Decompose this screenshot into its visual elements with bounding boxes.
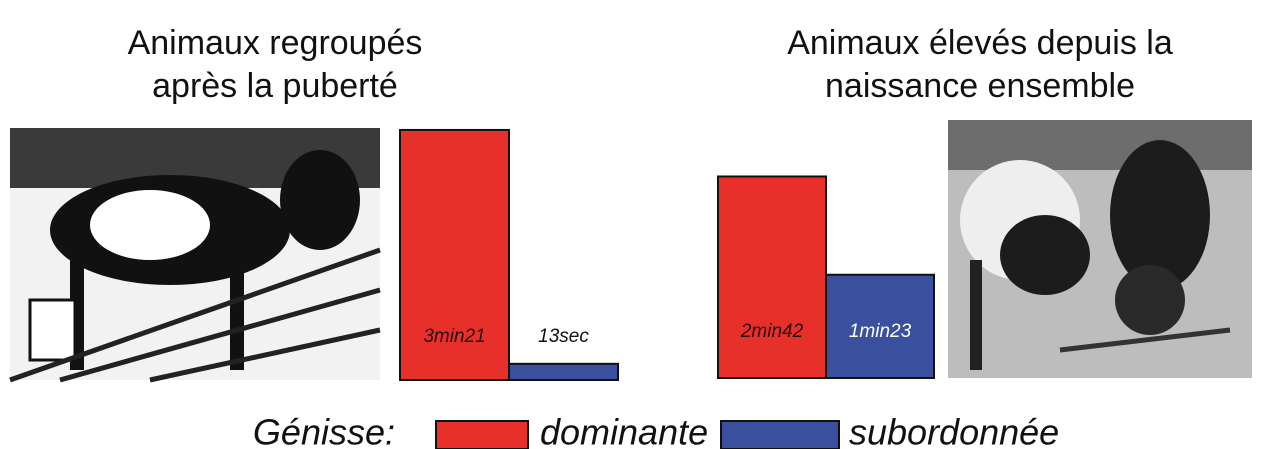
bar xyxy=(718,176,826,378)
chart-title: après la puberté xyxy=(152,67,398,105)
value-label: 1min23 xyxy=(849,321,912,342)
legend-swatch xyxy=(721,421,839,449)
bar xyxy=(509,364,618,380)
value-label: 13sec xyxy=(538,326,589,347)
legend-title: Génisse: xyxy=(253,412,395,449)
chart-title: Animaux regroupés xyxy=(128,24,423,62)
photo-left xyxy=(10,128,380,380)
chart-title: Animaux élevés depuis la xyxy=(787,24,1173,62)
value-label: 3min21 xyxy=(423,326,485,347)
photo-right xyxy=(948,120,1252,378)
legend-label: dominante xyxy=(540,412,708,449)
legend-swatch xyxy=(436,421,528,449)
value-label: 2min42 xyxy=(740,321,804,342)
chart-title: naissance ensemble xyxy=(825,67,1135,105)
figure: Animaux regroupés après la puberté 3min21 1… xyxy=(0,0,1262,449)
legend-label: subordonnée xyxy=(849,412,1059,449)
